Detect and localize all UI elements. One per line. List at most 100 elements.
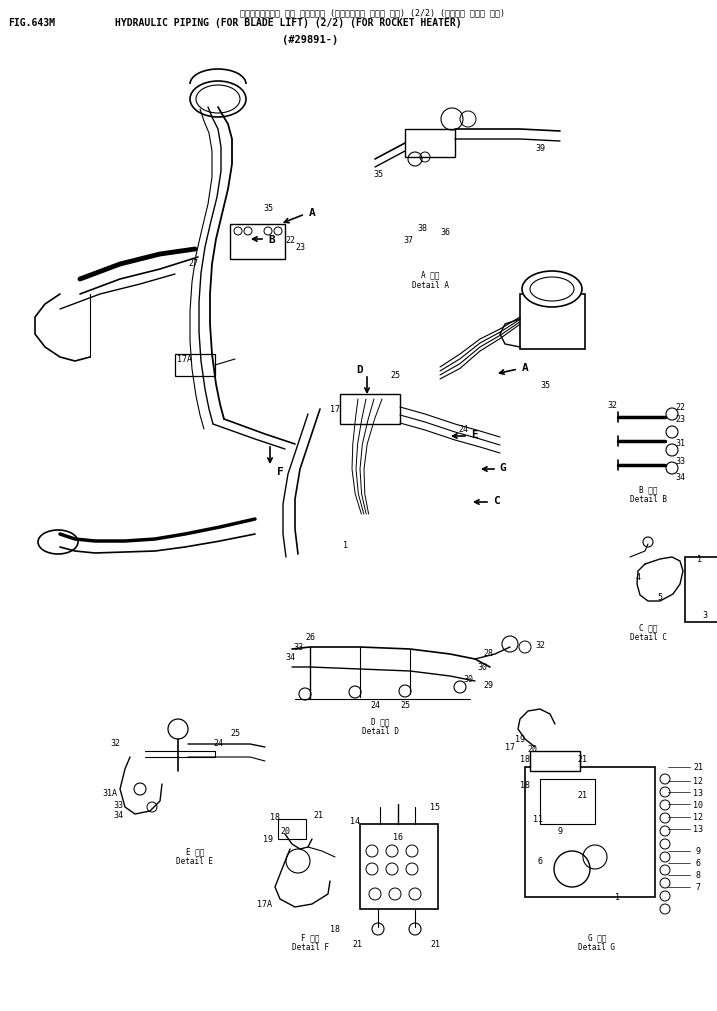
Text: 6: 6 [538,856,543,865]
Text: 17A: 17A [257,900,272,909]
Text: 21: 21 [577,790,587,799]
Ellipse shape [196,86,240,114]
Text: FIG.643M: FIG.643M [8,18,55,28]
Text: 35: 35 [373,169,383,178]
Text: Detail G: Detail G [579,942,615,951]
Text: (#29891-): (#29891-) [282,35,338,44]
Text: 32: 32 [607,400,617,409]
Text: E: E [472,430,478,440]
Text: 8: 8 [695,870,701,880]
Text: 32: 32 [110,738,120,747]
Text: 5: 5 [657,591,663,601]
Text: 11: 11 [533,815,543,824]
Text: 28: 28 [483,648,493,657]
Text: A: A [308,208,315,217]
Text: 24: 24 [370,700,380,709]
Text: C: C [493,495,499,506]
Text: Detail D: Detail D [361,727,399,736]
Text: 31A: 31A [103,788,118,797]
Text: 37: 37 [403,236,413,245]
Text: C 詳細: C 詳細 [639,623,657,632]
Text: 34: 34 [285,653,295,662]
Text: 39: 39 [535,144,545,153]
Text: 32: 32 [535,640,545,649]
Text: 30: 30 [477,663,487,672]
Text: 12: 12 [693,813,703,822]
Text: 10: 10 [693,800,703,809]
Bar [530,751,580,771]
Text: F 詳細: F 詳細 [300,932,319,941]
Text: 6: 6 [695,858,701,867]
Text: 18: 18 [520,779,530,789]
Text: Detail F: Detail F [292,942,328,951]
Text: 20: 20 [527,745,537,754]
Text: 25: 25 [230,728,240,737]
Text: 1: 1 [615,893,620,902]
Bar [230,224,285,260]
Text: 1: 1 [698,555,703,564]
Ellipse shape [190,82,246,118]
Text: 35: 35 [540,380,550,389]
Text: 22: 22 [675,402,685,411]
Text: 21: 21 [693,762,703,771]
Text: 24: 24 [458,425,468,434]
Text: 17: 17 [505,743,515,752]
Text: 24: 24 [213,738,223,747]
Text: 7: 7 [695,883,701,892]
Text: 21: 21 [577,755,587,763]
Text: 23: 23 [675,416,685,424]
Text: 36: 36 [440,227,450,237]
Text: 21: 21 [352,939,362,948]
Text: 34: 34 [675,473,685,482]
Text: 35: 35 [263,203,273,212]
Text: 29: 29 [483,679,493,688]
Text: 4: 4 [635,573,640,582]
Text: 17A: 17A [178,355,192,364]
Text: 33: 33 [293,642,303,651]
Text: 16: 16 [393,833,403,842]
Text: 21: 21 [313,810,323,819]
Text: Detail E: Detail E [176,856,214,865]
Text: 27: 27 [188,258,198,267]
Bar [360,824,438,909]
Text: 18: 18 [330,925,340,933]
Text: E 詳細: E 詳細 [186,846,204,855]
Text: 25: 25 [390,370,400,379]
Text: A 詳細: A 詳細 [421,270,440,279]
Bar [278,819,306,839]
Text: A: A [522,363,528,373]
Bar [525,767,655,897]
Text: D: D [356,365,364,375]
Text: ハイト゛ロリック ハ゛ イピンク゛ (フ゛レート゛ リフト ヨウ) (2/2) (ロケット ヒータ ヨウ): ハイト゛ロリック ハ゛ イピンク゛ (フ゛レート゛ リフト ヨウ) (2/2) … [240,8,505,17]
Ellipse shape [38,531,78,554]
Text: 9: 9 [558,827,563,836]
Text: 31: 31 [675,439,685,448]
Text: B 詳細: B 詳細 [639,485,657,494]
Text: 13: 13 [693,825,703,834]
Text: 19: 19 [263,835,273,843]
Text: 18: 18 [520,755,530,763]
Text: B: B [269,235,275,245]
Text: Detail B: Detail B [630,495,667,504]
Text: G 詳細: G 詳細 [588,932,607,941]
Text: 34: 34 [113,810,123,819]
Text: 17: 17 [330,405,340,415]
Bar [175,355,215,377]
Bar [405,129,455,158]
Text: 3: 3 [703,610,708,619]
Text: D 詳細: D 詳細 [371,717,389,726]
Text: 22: 22 [285,236,295,245]
Text: 33: 33 [113,800,123,809]
Text: G: G [500,463,506,472]
Text: Detail C: Detail C [630,633,667,642]
Text: F: F [277,466,283,476]
Bar [340,394,400,425]
Text: 21: 21 [430,939,440,948]
Text: 26: 26 [305,632,315,641]
Text: 19: 19 [515,735,525,744]
Text: HYDRAULIC PIPING (FOR BLADE LIFT) (2/2) (FOR ROCKET HEATER): HYDRAULIC PIPING (FOR BLADE LIFT) (2/2) … [115,18,462,28]
Text: 25: 25 [400,700,410,709]
Text: 20: 20 [280,827,290,836]
Text: 1: 1 [343,540,348,549]
Text: 23: 23 [295,244,305,253]
